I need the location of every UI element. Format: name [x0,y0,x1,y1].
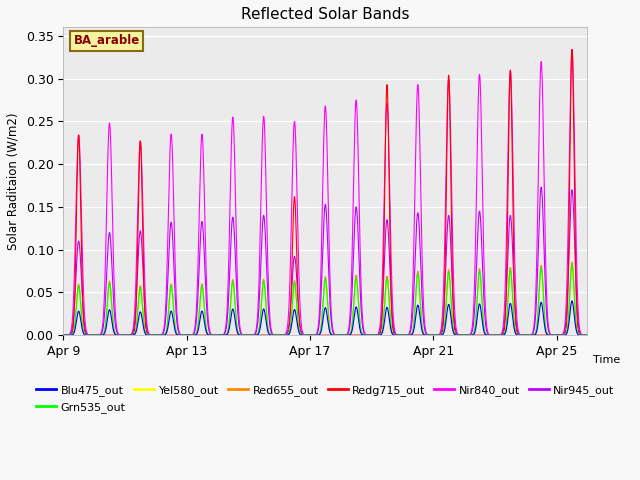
Blu475_out [107,312,115,318]
Yel580_out [143,332,150,337]
Nir840_out [376,324,383,330]
Nir840_out [169,156,177,162]
Nir945_out [107,244,115,250]
Red655_out [168,289,176,295]
Nir840_out [568,47,576,52]
Blu475_out [568,298,576,304]
Red655_out [568,260,576,265]
Red655_out [60,332,67,338]
Red655_out [376,332,383,338]
Nir840_out [107,149,115,155]
Nir945_out [376,328,383,334]
Nir945_out [381,236,389,241]
Redg715_out [143,330,150,336]
Grn535_out [568,263,576,268]
Yel580_out [381,293,389,299]
Redg715_out [169,332,177,338]
Yel580_out [107,293,115,299]
Line: Grn535_out: Grn535_out [63,265,588,335]
Line: Red655_out: Red655_out [63,263,588,335]
Yel580_out [60,332,67,338]
Yel580_out [434,332,442,338]
Nir840_out [381,138,389,144]
Redg715_out [90,332,98,338]
Blu475_out [60,332,67,338]
Redg715_out [434,332,442,338]
Nir840_out [121,332,129,338]
Red655_out [584,332,591,338]
Redg715_out [108,332,115,338]
Nir840_out [60,332,67,338]
Nir945_out [434,332,442,338]
Grn535_out [143,332,150,337]
Nir945_out [60,332,67,338]
Redg715_out [568,47,576,52]
Redg715_out [60,332,67,338]
Line: Nir945_out: Nir945_out [63,187,588,335]
Nir840_out [584,332,591,338]
Nir945_out [584,332,591,338]
Blu475_out [584,332,591,338]
Line: Redg715_out: Redg715_out [63,49,588,335]
Blu475_out [376,332,383,338]
Nir945_out [168,231,176,237]
Nir840_out [143,320,150,326]
Blu475_out [381,312,389,318]
Grn535_out [168,291,176,297]
Red655_out [143,332,150,337]
Grn535_out [381,291,389,297]
Blu475_out [168,312,176,318]
Red655_out [434,332,442,338]
Line: Yel580_out: Yel580_out [63,268,588,335]
Yel580_out [568,265,576,271]
Grn535_out [434,332,442,338]
Grn535_out [60,332,67,338]
Blu475_out [143,332,150,338]
Legend: Blu475_out, Grn535_out, Yel580_out, Red655_out, Redg715_out, Nir840_out, Nir945_: Blu475_out, Grn535_out, Yel580_out, Red6… [32,381,619,417]
Grn535_out [107,292,115,298]
Line: Blu475_out: Blu475_out [63,301,588,335]
Y-axis label: Solar Raditaion (W/m2): Solar Raditaion (W/m2) [7,112,20,250]
Nir945_out [275,332,283,338]
Nir840_out [434,332,442,338]
Yel580_out [168,293,176,299]
Red655_out [381,290,389,296]
Title: Reflected Solar Bands: Reflected Solar Bands [241,7,410,22]
Blu475_out [434,332,442,338]
Text: Time: Time [593,355,620,365]
Nir945_out [143,325,150,331]
Redg715_out [376,331,383,337]
Redg715_out [381,145,389,151]
Yel580_out [376,332,383,338]
Redg715_out [584,332,591,338]
Nir945_out [538,184,545,190]
Grn535_out [376,332,383,338]
Red655_out [107,290,115,296]
Grn535_out [584,332,591,338]
Yel580_out [584,332,591,338]
Text: BA_arable: BA_arable [74,34,140,47]
Line: Nir840_out: Nir840_out [63,49,588,335]
